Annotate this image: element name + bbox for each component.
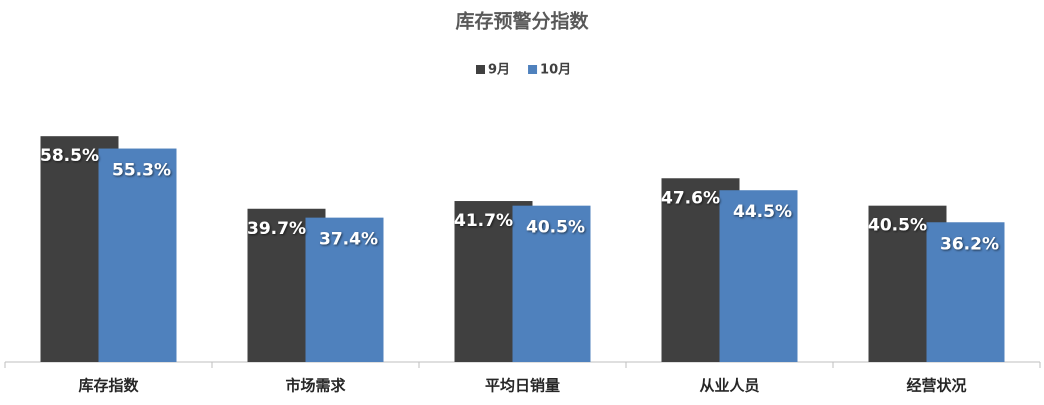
legend-label: 10月 <box>540 63 571 78</box>
bar <box>512 205 591 362</box>
x-tick-label: 库存指数 <box>78 377 139 395</box>
value-label: 40.5% <box>526 218 585 238</box>
legend-swatch <box>476 65 485 74</box>
value-label: 37.4% <box>319 230 378 250</box>
value-label: 44.5% <box>733 202 792 222</box>
bar <box>98 148 177 362</box>
chart-title: 库存预警分指数 <box>455 10 589 33</box>
value-label: 36.2% <box>940 234 999 254</box>
x-tick-label: 市场需求 <box>285 377 346 395</box>
value-label: 58.5% <box>40 146 99 166</box>
bar <box>305 217 384 362</box>
value-label: 47.6% <box>661 188 720 208</box>
x-tick-label: 平均日销量 <box>485 377 560 395</box>
x-tick-label: 经营状况 <box>906 377 966 395</box>
legend-label: 9月 <box>488 63 510 78</box>
bar <box>719 190 798 362</box>
value-label: 40.5% <box>868 216 927 236</box>
legend-swatch <box>528 65 538 74</box>
x-tick-label: 从业人员 <box>699 377 759 395</box>
value-label: 39.7% <box>247 219 306 239</box>
value-label: 55.3% <box>112 161 171 181</box>
value-label: 41.7% <box>454 211 513 231</box>
bar <box>926 222 1005 362</box>
